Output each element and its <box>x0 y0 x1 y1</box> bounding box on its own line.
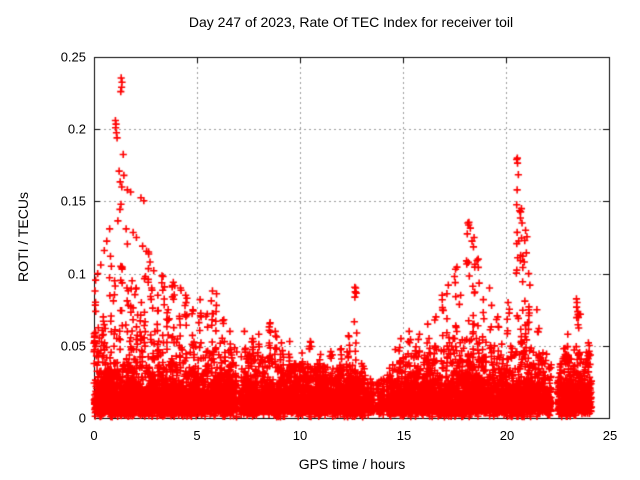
x-tick-label: 15 <box>396 428 412 443</box>
x-tick-label: 0 <box>90 428 98 443</box>
y-tick-label: 0.2 <box>67 121 86 137</box>
chart-title: Day 247 of 2023, Rate Of TEC Index for r… <box>188 14 514 30</box>
x-tick-label: 20 <box>499 428 515 443</box>
x-tick-label: 25 <box>602 428 618 443</box>
x-tick-label: 5 <box>193 428 201 443</box>
y-tick-label: 0.25 <box>60 49 86 65</box>
y-axis-label: ROTI / TECUs <box>15 192 31 282</box>
y-tick-label: 0 <box>78 410 86 426</box>
y-tick-label: 0.15 <box>60 193 86 209</box>
y-tick-label: 0.05 <box>60 338 86 354</box>
x-axis-label: GPS time / hours <box>298 456 406 472</box>
x-tick-label: 10 <box>292 428 308 443</box>
y-tick-label: 0.1 <box>67 266 86 282</box>
